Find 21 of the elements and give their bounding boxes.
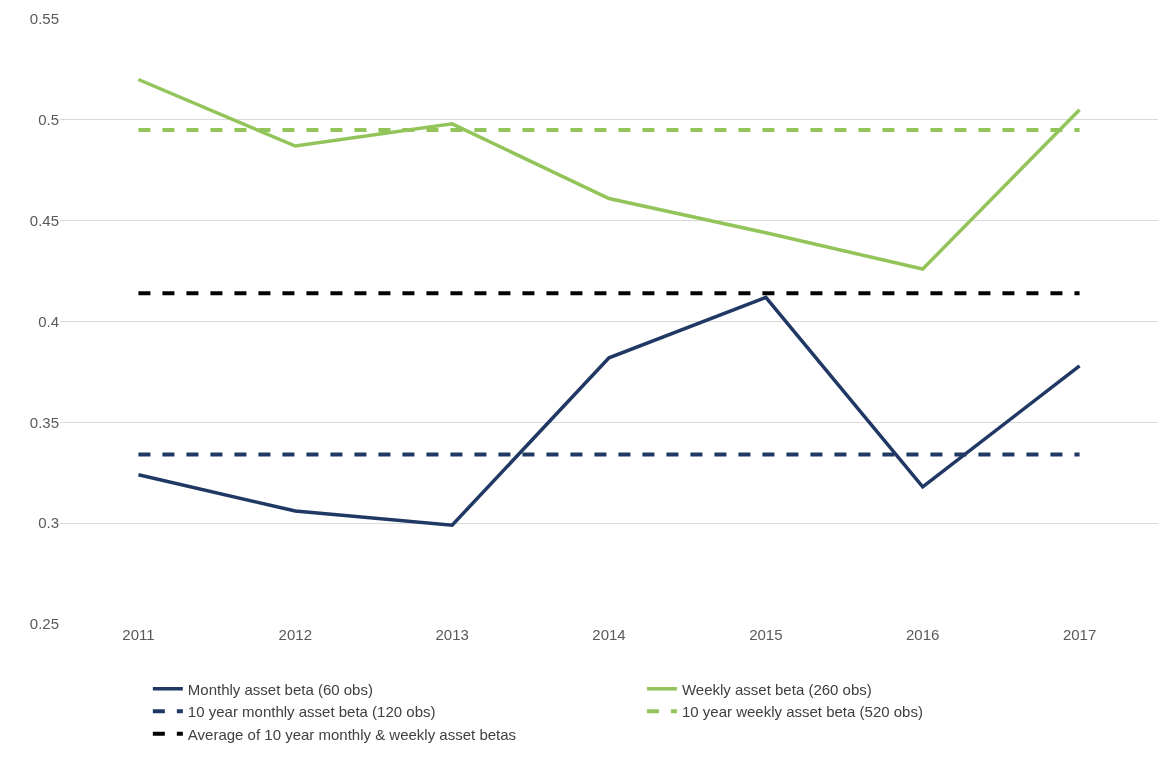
y-tick-label: 0.35 xyxy=(29,413,59,431)
legend-label: Monthly asset beta (60 obs) xyxy=(187,680,373,698)
legend-label: Weekly asset beta (260 obs) xyxy=(681,680,872,698)
x-tick-label: 2014 xyxy=(592,626,626,643)
x-tick-label: 2016 xyxy=(906,626,940,643)
y-tick-label: 0.45 xyxy=(29,211,59,229)
y-tick-label: 0.4 xyxy=(38,312,59,330)
y-tick-label: 0.5 xyxy=(38,111,59,129)
x-tick-label: 2012 xyxy=(278,626,312,643)
x-tick-label: 2015 xyxy=(749,626,783,643)
x-tick-label: 2013 xyxy=(435,626,469,643)
line-series xyxy=(136,295,1082,527)
legend-label: 10 year monthly asset beta (120 obs) xyxy=(187,703,436,720)
legend-label: Average of 10 year monthly & weekly asset betas xyxy=(187,725,517,743)
line-series xyxy=(136,77,1082,271)
legend-label: 10 year weekly asset beta (520 obs) xyxy=(681,703,923,720)
x-tick-label: 2011 xyxy=(122,626,155,643)
y-tick-label: 0.55 xyxy=(29,10,59,28)
x-tick-label: 2017 xyxy=(1062,626,1097,643)
y-tick-label: 0.3 xyxy=(38,514,59,532)
y-tick-label: 0.25 xyxy=(29,615,59,633)
